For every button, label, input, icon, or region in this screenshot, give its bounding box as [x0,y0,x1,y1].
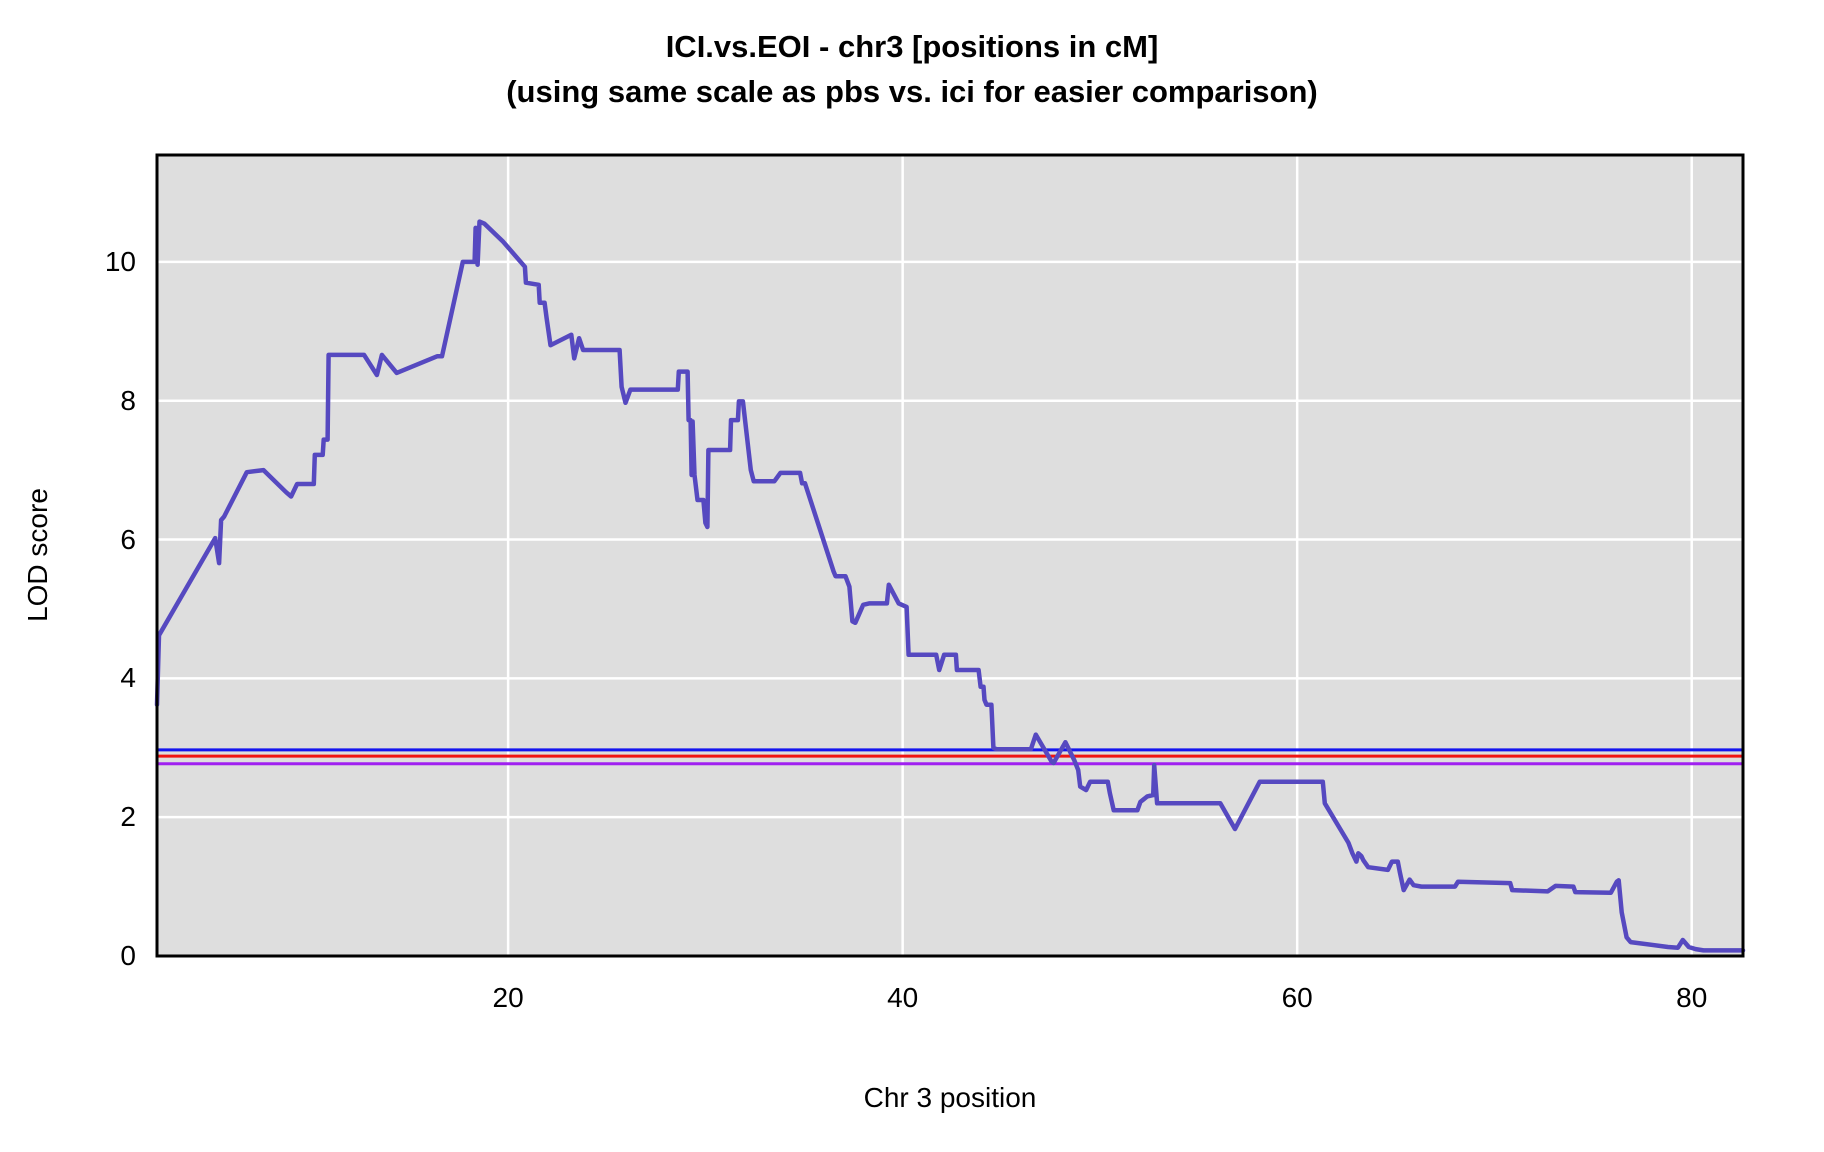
x-tick-label-80: 80 [1676,982,1708,1013]
plot-title-block: ICI.vs.EOI - chr3 [positions in cM] (usi… [0,24,1824,114]
y-tick-label-8: 8 [120,384,136,416]
plot-title: ICI.vs.EOI - chr3 [positions in cM] [665,29,1159,64]
y-tick-label-2: 2 [120,801,136,833]
x-tick-label-40: 40 [887,982,919,1013]
plot-border [155,153,1745,958]
x-tick-label-60: 60 [1281,982,1313,1013]
plot-subtitle: (using same scale as pbs vs. ici for eas… [506,74,1318,109]
y-tick-label-4: 4 [120,662,136,694]
lod-curve [154,219,1746,953]
x-axis-title: Chr 3 position [863,1082,1037,1113]
x-tick-label-20: 20 [492,982,524,1013]
y-tick-label-0: 0 [120,940,136,971]
y-tick-label-10: 10 [104,245,136,277]
plot-panel [157,155,1743,956]
y-tick-label-6: 6 [120,523,136,555]
